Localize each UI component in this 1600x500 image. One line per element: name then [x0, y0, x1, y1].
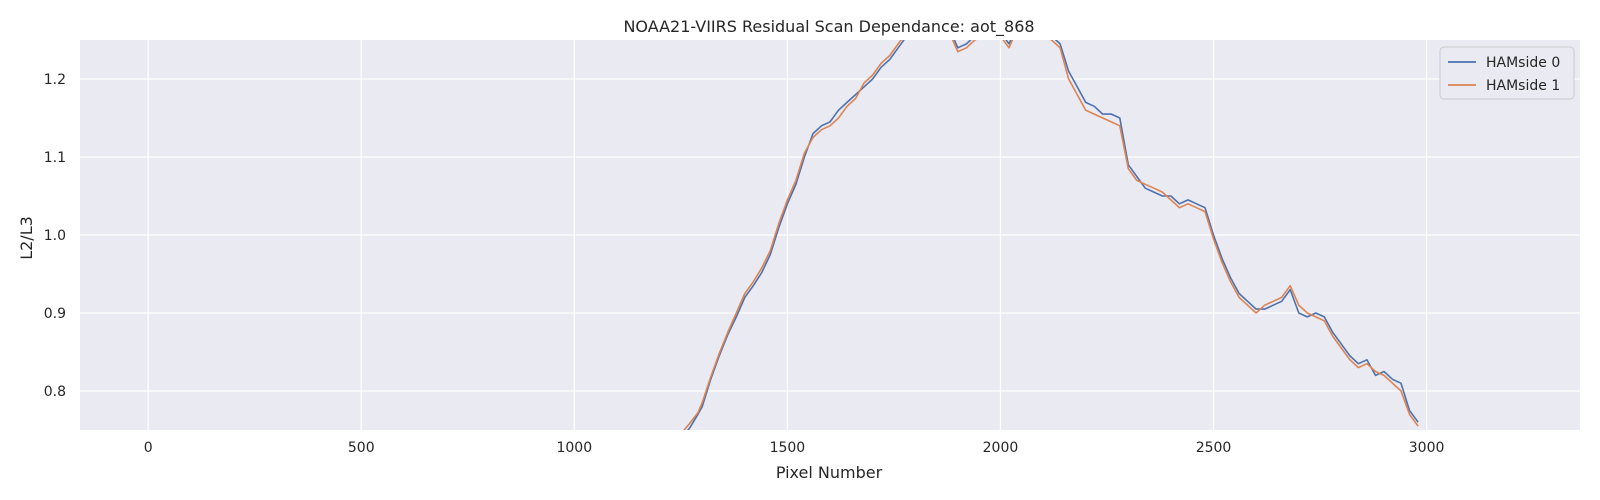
y-tick-label: 1.0 [44, 228, 66, 244]
y-axis-label: L2/L3 [17, 216, 36, 260]
legend-label: HAMside 0 [1486, 55, 1560, 71]
chart-title: NOAA21-VIIRS Residual Scan Dependance: a… [623, 17, 1034, 37]
y-tick-label: 0.9 [44, 306, 66, 322]
plot-area [80, 40, 1580, 430]
series-group [683, 40, 1419, 430]
x-tick-label: 1500 [770, 440, 806, 456]
y-tick-label: 0.8 [44, 384, 66, 400]
x-tick-label: 2000 [983, 440, 1019, 456]
x-axis-ticks: 0 500 1000 1500 2000 2500 3000 [144, 440, 1445, 456]
y-tick-label: 1.1 [44, 150, 66, 166]
x-tick-label: 500 [348, 440, 375, 456]
legend: HAMside 0 HAMside 1 [1439, 46, 1575, 100]
y-tick-label: 1.2 [44, 72, 66, 88]
x-axis-label: Pixel Number [776, 463, 883, 482]
y-axis-ticks: 0.8 0.9 1.0 1.1 1.2 [44, 72, 66, 400]
legend-box [1439, 46, 1575, 100]
x-tick-label: 3000 [1409, 440, 1445, 456]
legend-label: HAMside 1 [1486, 78, 1560, 94]
x-tick-label: 2500 [1196, 440, 1232, 456]
x-tick-label: 0 [144, 440, 153, 456]
series-line-hamside-0 [686, 40, 1419, 430]
x-tick-label: 1000 [556, 440, 592, 456]
series-line-hamside-1 [683, 40, 1419, 430]
